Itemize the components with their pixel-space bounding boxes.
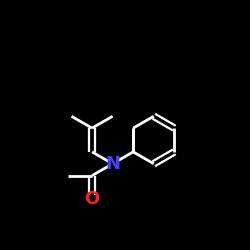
Text: N: N	[105, 155, 120, 173]
Text: O: O	[84, 190, 100, 208]
